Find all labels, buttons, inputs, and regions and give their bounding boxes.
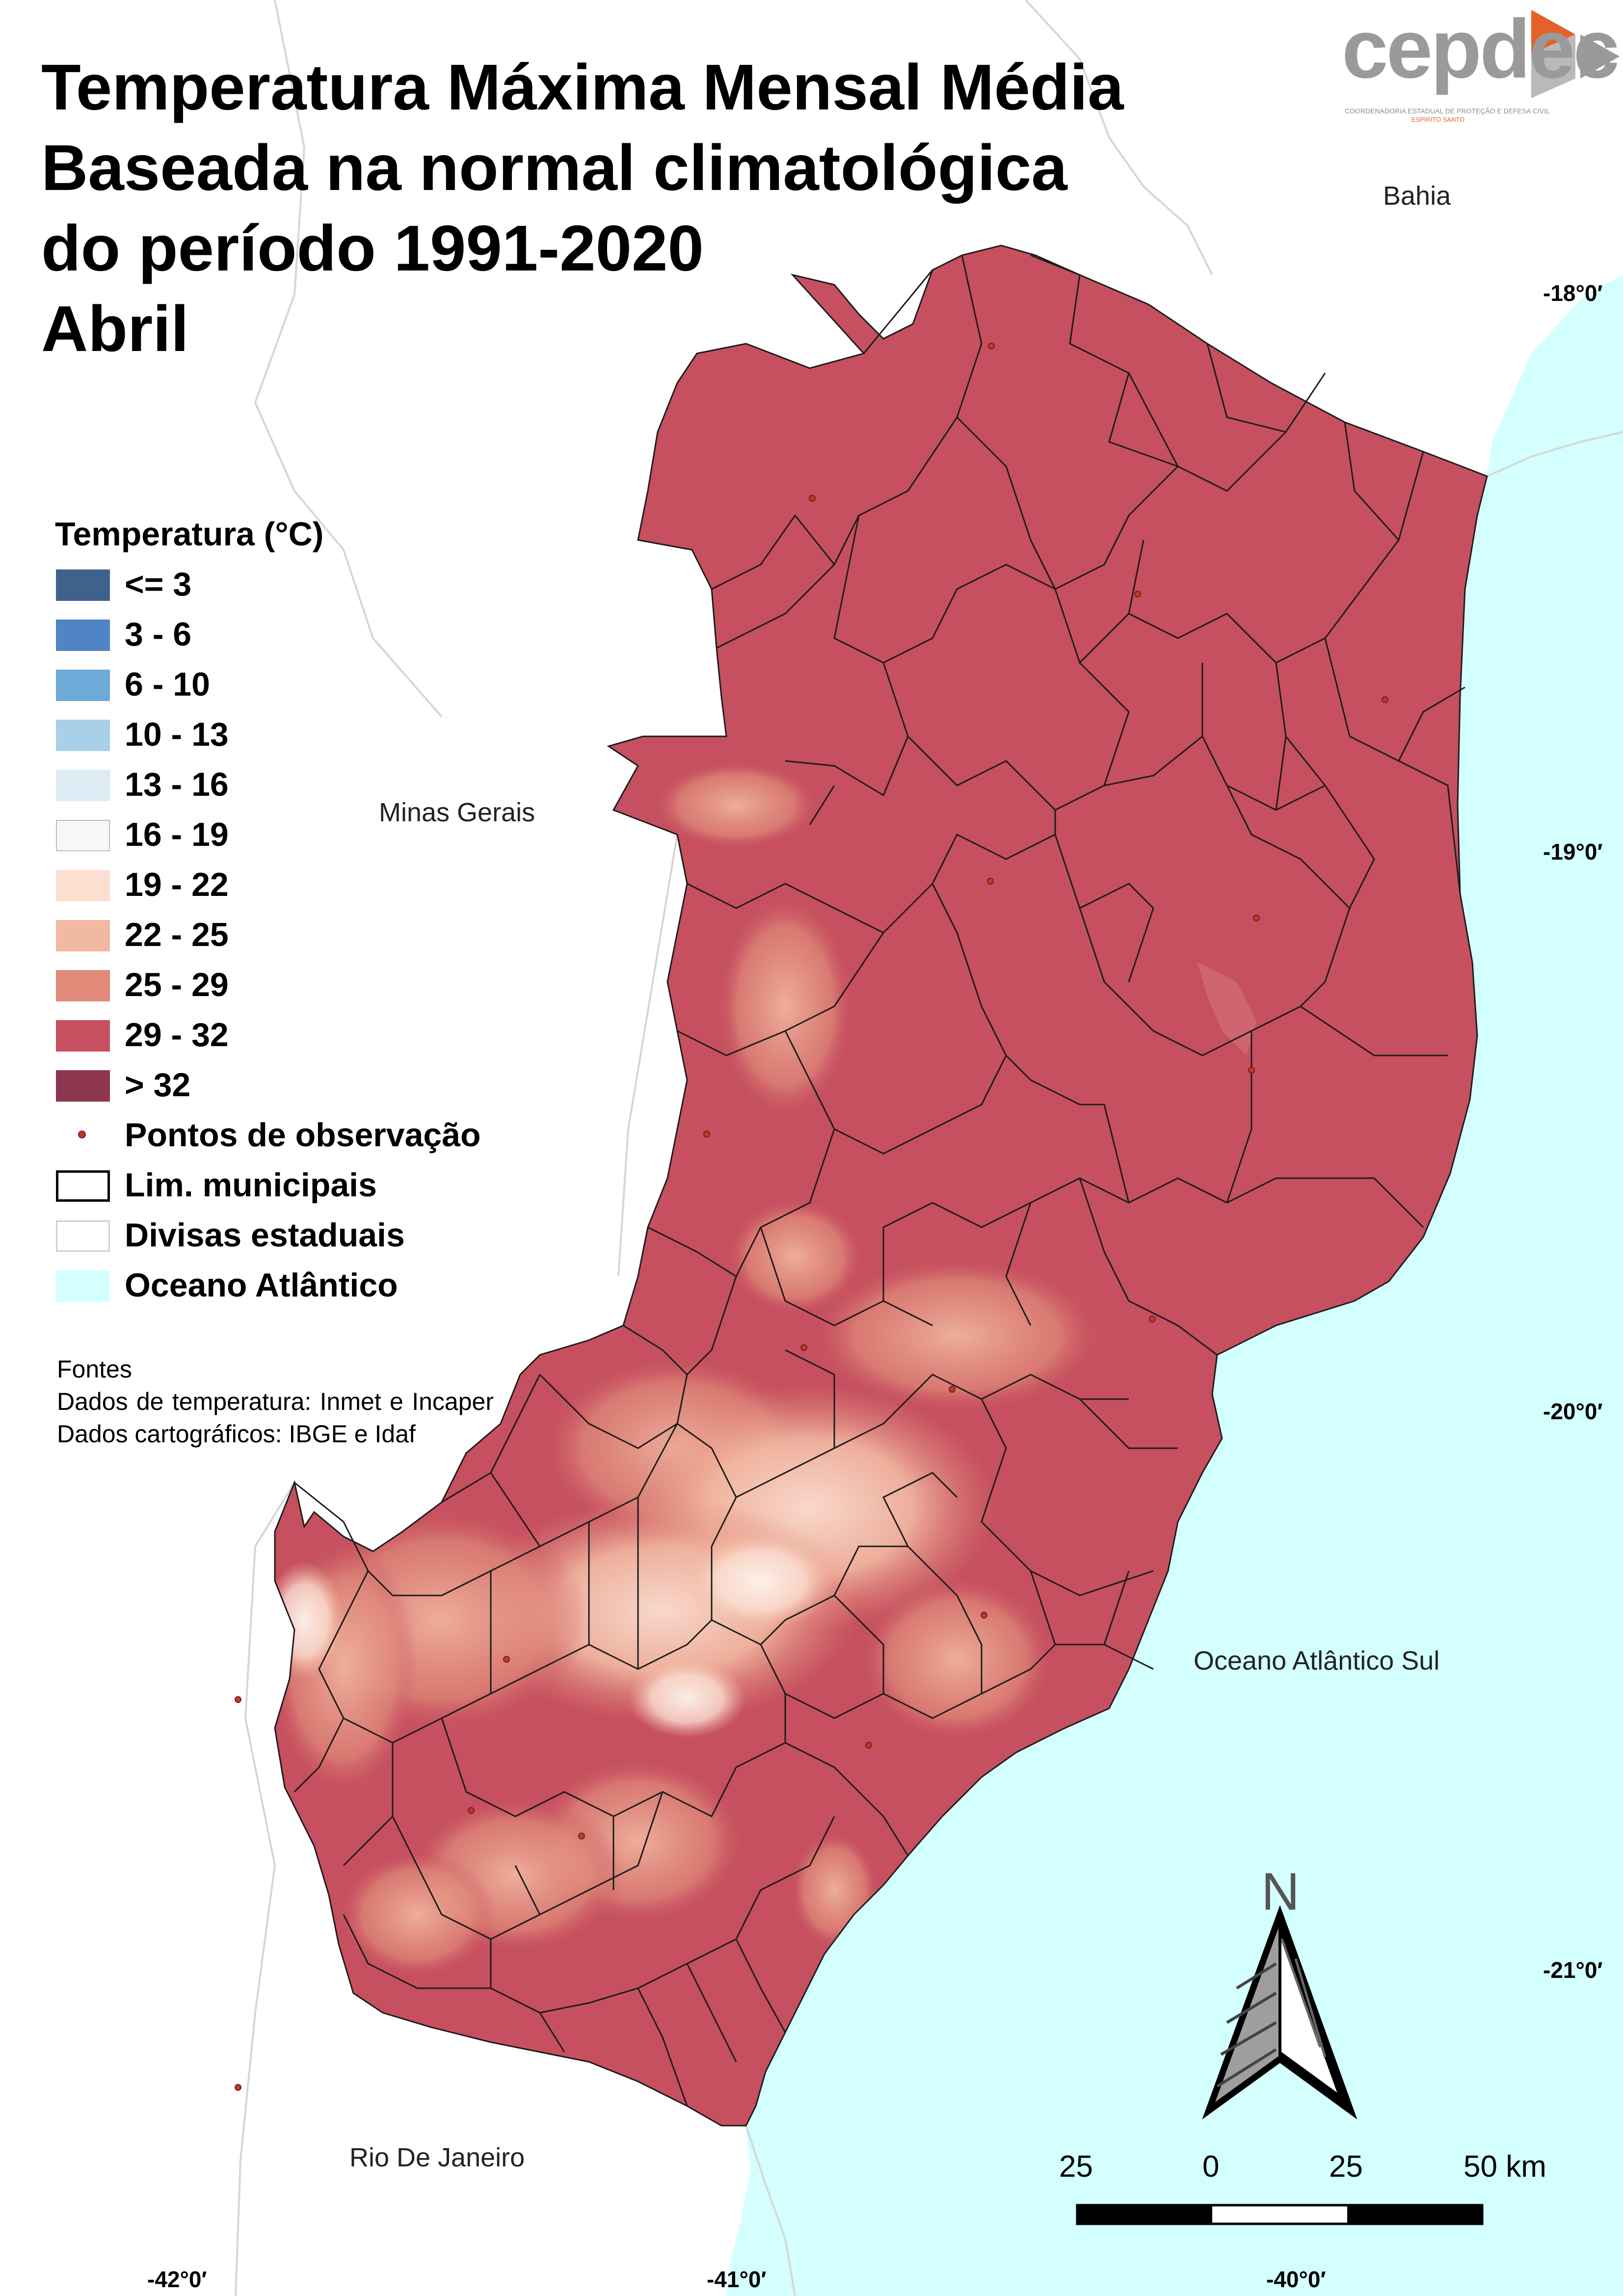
- legend-item: > 32: [55, 1061, 546, 1108]
- lon-label: -42°0′: [147, 2267, 207, 2292]
- legend-item: 16 - 19: [55, 811, 546, 858]
- legend-label: 10 - 13: [125, 716, 229, 753]
- legend-label: Pontos de observação: [125, 1116, 481, 1154]
- atlantic-ocean: [726, 275, 1623, 2296]
- state-boundary-swatch: [56, 1220, 110, 1252]
- data-sources: Fontes Dados de temperatura: Inmet e Inc…: [57, 1353, 494, 1450]
- municipal-boundary-swatch: [56, 1170, 110, 1202]
- cepdec-logo: cepdec COORDENADORIA ESTADUAL DE PROTEÇÃ…: [1340, 2, 1620, 123]
- map-title: Temperatura Máxima Mensal Média Baseada …: [41, 47, 1244, 369]
- observation-points: [235, 343, 1388, 2091]
- legend-label: 19 - 22: [125, 866, 229, 903]
- legend-label: Divisas estaduais: [125, 1216, 405, 1254]
- legend-item-ocean: Oceano Atlântico: [55, 1262, 546, 1309]
- legend-item: 6 - 10: [55, 661, 546, 708]
- legend-item: 19 - 22: [55, 861, 546, 908]
- lat-label: -19°0′: [1543, 839, 1603, 864]
- legend-label: 3 - 6: [125, 616, 192, 653]
- legend-swatch: [56, 770, 110, 801]
- legend-swatch: [56, 670, 110, 701]
- logo-graphic: [1531, 10, 1620, 98]
- sources-heading: Fontes: [57, 1355, 132, 1383]
- title-line-month: Abril: [41, 293, 189, 365]
- legend-swatch: [56, 569, 110, 601]
- legend-label: 29 - 32: [125, 1016, 229, 1053]
- legend-item: 10 - 13: [55, 711, 546, 758]
- legend-item: <= 3: [55, 561, 546, 608]
- lat-label: -20°0′: [1543, 1399, 1603, 1424]
- label-bahia: Bahia: [1383, 181, 1451, 211]
- sources-cartographic: Dados cartográficos: IBGE e Idaf: [57, 1420, 416, 1448]
- logo-state: ESPÍRITO SANTO: [1411, 116, 1465, 123]
- legend-swatch: [56, 1070, 110, 1102]
- legend-label: 25 - 29: [125, 966, 229, 1003]
- scale-bar: [1076, 2204, 1484, 2225]
- legend: Temperatura (°C) <= 3 3 - 6 6 - 10 10 - …: [55, 511, 546, 1304]
- legend-swatch: [56, 720, 110, 751]
- legend-swatch: [56, 970, 110, 1001]
- legend-item-municipal: Lim. municipais: [55, 1162, 546, 1209]
- legend-label: <= 3: [125, 566, 192, 603]
- lat-label: -18°0′: [1543, 280, 1603, 306]
- lat-label: -21°0′: [1543, 1957, 1603, 1983]
- legend-label: > 32: [125, 1066, 191, 1104]
- scale-label: 0: [1202, 2150, 1220, 2184]
- scale-label: 25: [1329, 2150, 1363, 2184]
- legend-item: 25 - 29: [55, 961, 546, 1008]
- lon-label: -40°0′: [1266, 2267, 1326, 2292]
- logo-subtitle: COORDENADORIA ESTADUAL DE PROTEÇÃO E DEF…: [1345, 107, 1550, 115]
- legend-swatch: [56, 820, 110, 851]
- state-divisions: [235, 0, 1623, 2296]
- legend-item: 22 - 25: [55, 911, 546, 958]
- legend-item-state: Divisas estaduais: [55, 1212, 546, 1259]
- north-arrow: [1202, 1905, 1357, 2120]
- legend-swatch: [56, 620, 110, 651]
- north-label: N: [1261, 1862, 1300, 1921]
- lon-label: -41°0′: [707, 2267, 767, 2292]
- scale-label: 25: [1059, 2150, 1093, 2184]
- title-line-1: Temperatura Máxima Mensal Média: [41, 51, 1124, 123]
- logo-wordmark: cepdec: [1342, 2, 1620, 96]
- legend-item: 29 - 32: [55, 1011, 546, 1058]
- legend-label: 22 - 25: [125, 916, 229, 953]
- observation-point-icon: [78, 1131, 86, 1138]
- label-minas-gerais: Minas Gerais: [379, 798, 535, 827]
- scale-label: 50 km: [1463, 2150, 1546, 2184]
- legend-swatch: [56, 1020, 110, 1052]
- legend-item: 13 - 16: [55, 761, 546, 808]
- sources-temperature: Dados de temperatura: Inmet e Incaper: [57, 1388, 494, 1415]
- label-rio-de-janeiro: Rio De Janeiro: [349, 2143, 525, 2172]
- label-atlantic-ocean: Oceano Atlântico Sul: [1194, 1646, 1440, 1675]
- legend-swatch: [56, 870, 110, 901]
- legend-label: 13 - 16: [125, 766, 229, 803]
- legend-label: 16 - 19: [125, 816, 229, 853]
- legend-title: Temperatura (°C): [55, 515, 324, 553]
- municipal-boundaries: [274, 244, 1488, 2127]
- legend-label: Lim. municipais: [125, 1166, 377, 1204]
- legend-label: 6 - 10: [125, 666, 210, 703]
- title-line-3: do período 1991-2020: [41, 212, 704, 284]
- legend-swatch: [56, 920, 110, 951]
- legend-label: Oceano Atlântico: [125, 1267, 398, 1304]
- legend-item: 3 - 6: [55, 611, 546, 658]
- legend-item-points: Pontos de observação: [55, 1111, 546, 1159]
- title-line-2: Baseada na normal climatológica: [41, 132, 1067, 204]
- ocean-swatch: [56, 1270, 110, 1302]
